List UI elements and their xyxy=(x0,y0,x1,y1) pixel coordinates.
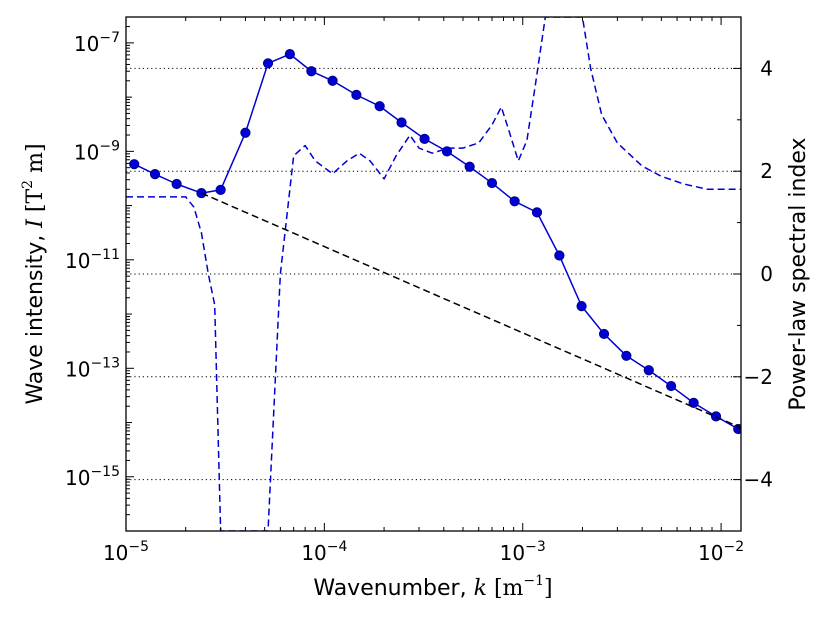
wave-intensity-line xyxy=(133,53,739,430)
y-right-tick-label: −2 xyxy=(744,365,773,389)
data-point xyxy=(419,133,430,144)
data-point xyxy=(374,101,385,112)
x-tick-label: 10−2 xyxy=(698,539,744,565)
tick-marks xyxy=(125,16,741,532)
y-right-tick-label: 0 xyxy=(760,262,773,286)
y-left-tick-label: 10−9 xyxy=(74,138,120,164)
data-point xyxy=(576,301,587,312)
data-point xyxy=(554,250,565,261)
y-right-tick-label: 4 xyxy=(760,56,773,80)
data-point xyxy=(215,184,226,195)
data-point xyxy=(284,49,295,60)
data-point xyxy=(509,196,520,207)
x-tick-label: 10−4 xyxy=(301,539,347,565)
data-point xyxy=(171,178,182,190)
data-point xyxy=(621,350,632,361)
y-left-tick-label: 10−13 xyxy=(65,355,120,381)
x-axis-title: Wavenumber, k [m−1] xyxy=(313,573,552,601)
data-point xyxy=(666,380,677,392)
x-tick-label: 10−3 xyxy=(500,539,546,565)
data-point xyxy=(129,159,140,170)
data-point xyxy=(643,365,654,376)
y-axis-left-title: Wave intensity, I [T2 m] xyxy=(20,143,48,404)
y-right-tick-label: 2 xyxy=(760,159,773,183)
tick-labels: 10−5 10−4 10−3 10−2 10−7 10−9 10−11 10−13 10−15 4… xyxy=(65,30,773,565)
data-point xyxy=(441,146,453,157)
y-right-tick-label: −4 xyxy=(744,468,773,492)
data-point xyxy=(486,177,498,189)
power-law-spectral-index-line xyxy=(126,17,741,531)
data-point xyxy=(306,66,317,77)
data-point xyxy=(598,328,610,340)
data-point xyxy=(396,117,407,128)
data-point xyxy=(710,411,722,422)
data-point xyxy=(149,169,161,180)
plot-data xyxy=(126,17,741,531)
data-point xyxy=(351,89,362,100)
y-left-tick-label: 10−7 xyxy=(74,30,120,56)
data-point xyxy=(464,161,475,172)
data-point xyxy=(531,207,543,218)
data-point xyxy=(262,58,274,69)
power-law-fit-line xyxy=(201,192,741,429)
data-point xyxy=(688,397,699,409)
grid-lines xyxy=(126,67,741,481)
y-axis-right-title: Power-law spectral index xyxy=(786,137,811,410)
data-point xyxy=(240,127,251,138)
x-tick-label: 10−5 xyxy=(103,539,149,565)
y-left-tick-label: 10−15 xyxy=(65,464,120,490)
data-point xyxy=(196,187,207,199)
y-left-tick-label: 10−11 xyxy=(65,247,120,273)
data-point xyxy=(327,75,338,86)
